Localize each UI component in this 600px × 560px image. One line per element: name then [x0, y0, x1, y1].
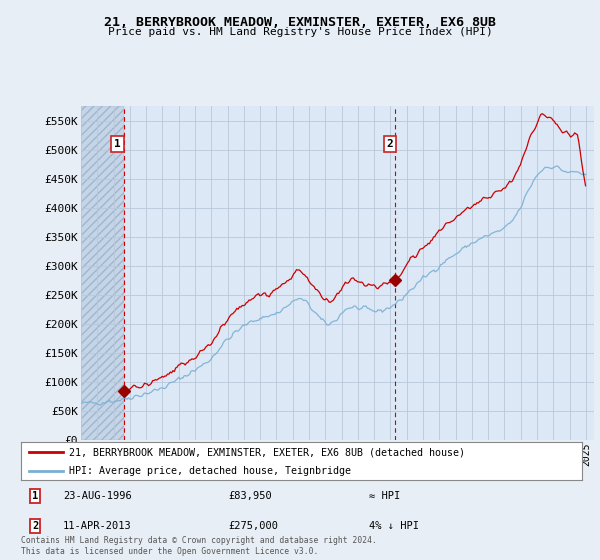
Text: Contains HM Land Registry data © Crown copyright and database right 2024.
This d: Contains HM Land Registry data © Crown c…: [21, 536, 377, 556]
Text: HPI: Average price, detached house, Teignbridge: HPI: Average price, detached house, Teig…: [68, 465, 350, 475]
Text: £83,950: £83,950: [229, 491, 272, 501]
Text: 11-APR-2013: 11-APR-2013: [63, 521, 132, 531]
Text: 4% ↓ HPI: 4% ↓ HPI: [369, 521, 419, 531]
Bar: [81, 106, 124, 440]
Text: £275,000: £275,000: [229, 521, 278, 531]
Text: 1: 1: [32, 491, 38, 501]
Text: ≈ HPI: ≈ HPI: [369, 491, 400, 501]
Text: 21, BERRYBROOK MEADOW, EXMINSTER, EXETER, EX6 8UB: 21, BERRYBROOK MEADOW, EXMINSTER, EXETER…: [104, 16, 496, 29]
Text: 1: 1: [114, 139, 121, 149]
Text: 23-AUG-1996: 23-AUG-1996: [63, 491, 132, 501]
Text: 21, BERRYBROOK MEADOW, EXMINSTER, EXETER, EX6 8UB (detached house): 21, BERRYBROOK MEADOW, EXMINSTER, EXETER…: [68, 447, 464, 458]
Bar: [81, 106, 124, 440]
Text: Price paid vs. HM Land Registry's House Price Index (HPI): Price paid vs. HM Land Registry's House …: [107, 27, 493, 37]
Text: 2: 2: [386, 139, 394, 149]
Text: 2: 2: [32, 521, 38, 531]
